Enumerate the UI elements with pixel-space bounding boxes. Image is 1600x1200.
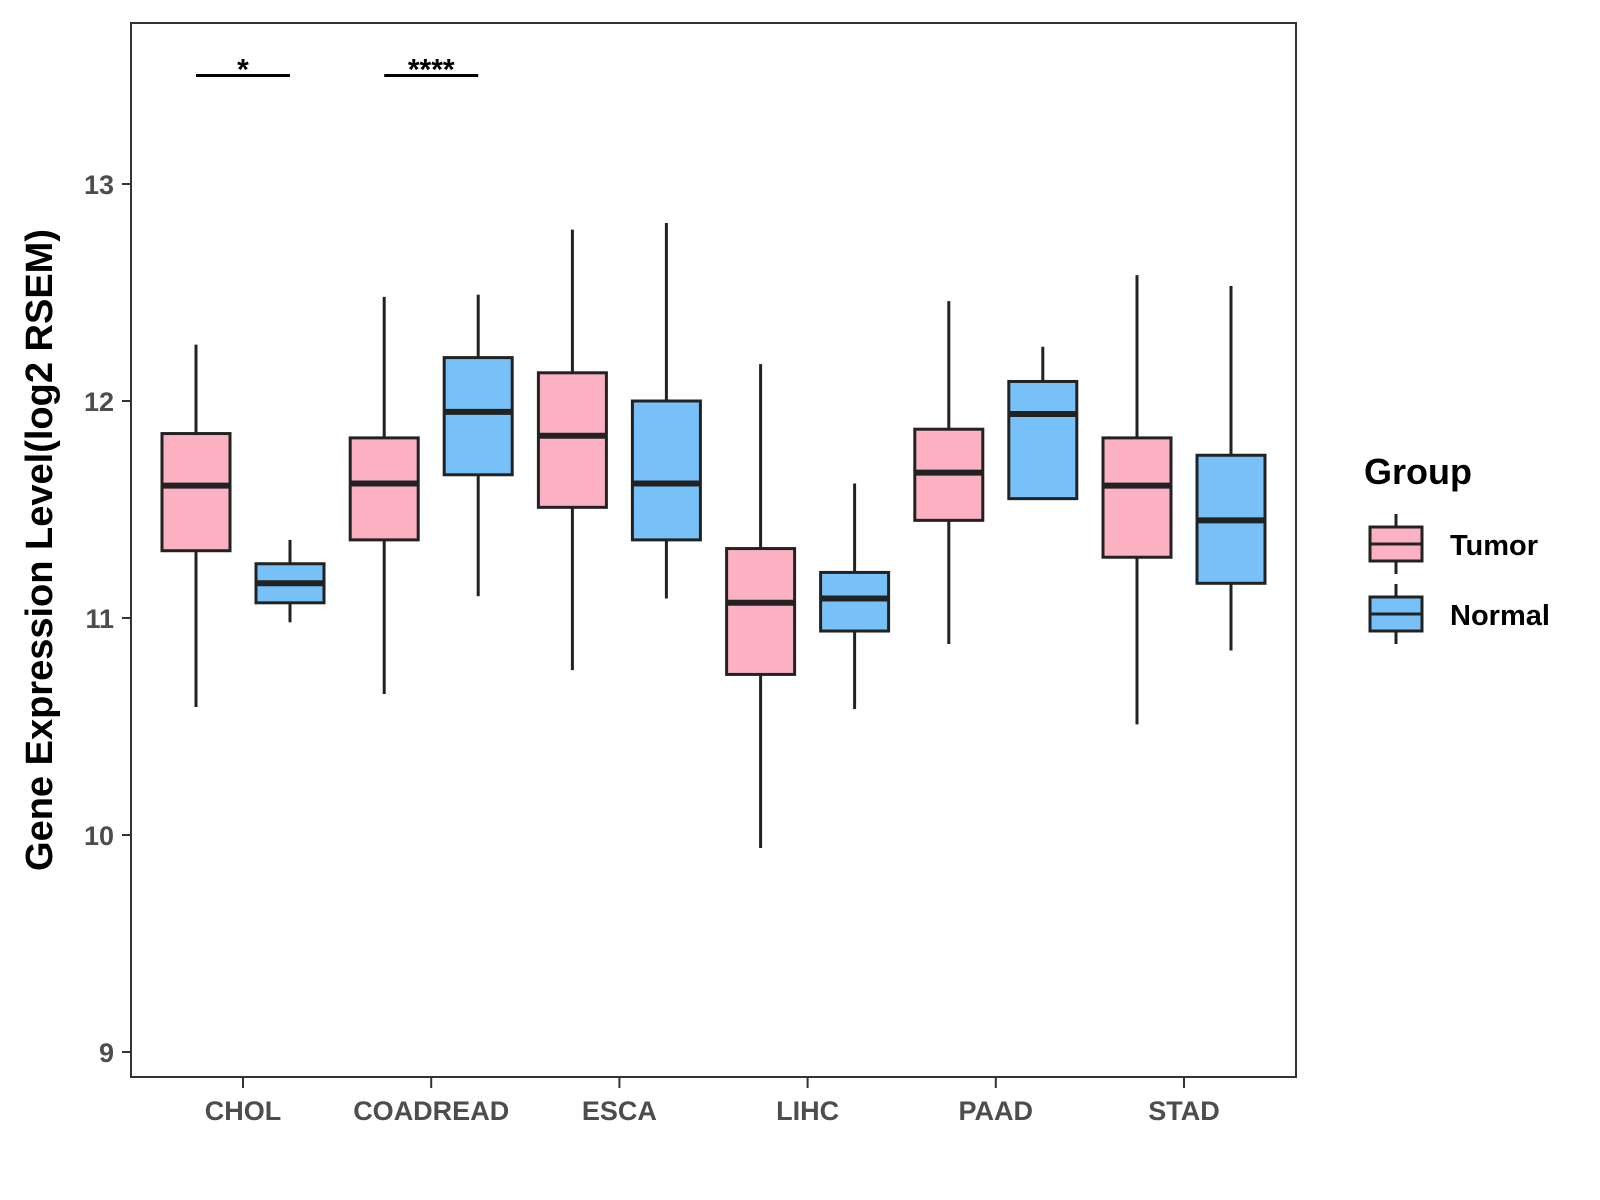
y-tick-label: 10 xyxy=(84,821,114,851)
box-tumor-lihc xyxy=(725,364,797,849)
y-axis: 9 10 11 12 13 xyxy=(84,170,131,1068)
box-tumor-chol xyxy=(160,344,232,707)
x-tick-label: LIHC xyxy=(776,1096,839,1126)
x-tick-label: STAD xyxy=(1148,1096,1220,1126)
x-tick-label: COADREAD xyxy=(353,1096,509,1126)
significance-annotations: * **** xyxy=(196,54,479,87)
box-body xyxy=(348,436,420,542)
legend-item-normal: Normal xyxy=(1368,584,1550,644)
legend-item-tumor: Tumor xyxy=(1368,514,1538,574)
y-axis-title: Gene Expression Level(log2 RSEM) xyxy=(19,229,61,871)
legend-label: Normal xyxy=(1450,600,1550,632)
box-body xyxy=(536,371,608,509)
legend: Group Tumor Normal xyxy=(1364,451,1550,644)
x-axis: CHOL COADREAD ESCA LIHC PAAD STAD xyxy=(205,1077,1220,1126)
y-tick-label: 11 xyxy=(85,604,114,634)
box-body xyxy=(819,570,891,633)
box-body xyxy=(725,547,797,676)
legend-title: Group xyxy=(1364,451,1472,492)
x-tick-label: CHOL xyxy=(205,1096,282,1126)
x-tick-label: ESCA xyxy=(582,1096,657,1126)
significance-chol: * xyxy=(196,54,290,87)
box-normal-coadread xyxy=(442,294,514,597)
box-body xyxy=(630,399,702,542)
box-normal-paad xyxy=(1007,346,1079,501)
y-tick-label: 12 xyxy=(84,387,114,417)
y-tick-label: 9 xyxy=(99,1038,114,1068)
box-normal-lihc xyxy=(819,483,891,710)
box-body xyxy=(442,356,514,477)
box-tumor-esca xyxy=(536,229,608,671)
significance-label: **** xyxy=(408,54,455,87)
y-tick-label: 13 xyxy=(84,170,114,200)
box-normal-esca xyxy=(630,223,702,599)
box-body xyxy=(160,432,232,553)
significance-coadread: **** xyxy=(384,54,479,87)
box-tumor-paad xyxy=(913,301,985,645)
legend-label: Tumor xyxy=(1450,530,1538,562)
box-body xyxy=(1007,379,1079,501)
box-tumor-stad xyxy=(1101,275,1173,725)
x-tick-label: PAAD xyxy=(959,1096,1034,1126)
significance-label: * xyxy=(237,54,249,87)
box-normal-chol xyxy=(254,539,326,623)
boxes-layer xyxy=(160,223,1267,849)
box-body xyxy=(1101,436,1173,559)
box-normal-stad xyxy=(1195,285,1267,651)
box-tumor-coadread xyxy=(348,296,420,694)
